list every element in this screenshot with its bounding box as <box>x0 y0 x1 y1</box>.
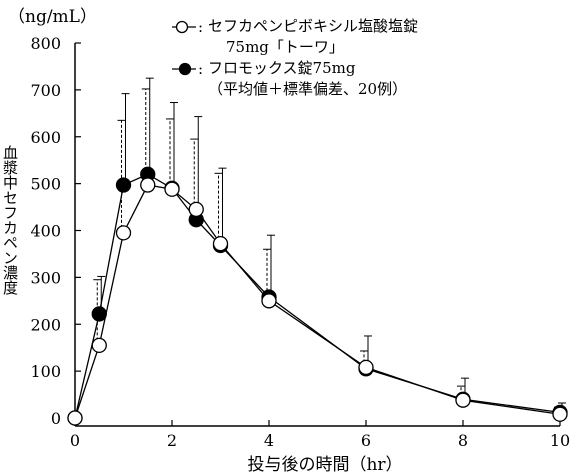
x-tick-label: 8 <box>458 431 468 450</box>
open-circle-marker <box>552 406 568 422</box>
y-axis-title: 血漿中セフカペン濃度 <box>1 145 19 295</box>
open-circle-marker <box>164 181 180 197</box>
legend-filled-circle-icon: : <box>172 60 203 78</box>
open-circle-marker <box>115 225 132 241</box>
x-tick-label: 4 <box>264 431 274 450</box>
open-circle-marker <box>261 293 277 309</box>
series-line <box>74 173 561 419</box>
y-tick-label: 300 <box>30 268 61 287</box>
legend-label-series-2: フロモックス錠75mg <box>208 59 356 77</box>
series-lines <box>74 173 561 419</box>
x-axis-title: 投与後の時間（hr） <box>247 455 402 473</box>
y-tick-label: 800 <box>30 34 61 53</box>
open-circle-marker <box>358 359 374 376</box>
x-tick-label: 2 <box>167 431 177 450</box>
legend-open-circle-icon: : <box>172 18 203 36</box>
y-tick-label: 500 <box>30 175 61 194</box>
series-line <box>74 184 561 419</box>
legend-entry-series-1: : セフカペンピボキシル塩酸塩錠 <box>172 16 418 37</box>
legend-label-series-1: セフカペンピボキシル塩酸塩錠 <box>208 17 419 35</box>
axes: 0 100 200 300 400 500 600 700 800 0 2 4 6 8 10 <box>30 34 570 450</box>
svg-text::: : <box>198 18 203 36</box>
y-tick-label: 100 <box>30 362 61 381</box>
open-circle-marker <box>140 177 156 193</box>
open-circle-marker <box>212 235 229 252</box>
legend-label-series-1-line2: 75mg「トーワ」 <box>226 38 344 56</box>
y-tick-label: 0 <box>51 409 61 428</box>
y-tick-label: 400 <box>30 222 61 241</box>
legend: : セフカペンピボキシル塩酸塩錠 75mg「トーワ」 : フロモックス錠75mg… <box>172 16 418 100</box>
filled-circle-marker <box>91 306 107 322</box>
open-circle-marker <box>455 392 471 408</box>
open-circle-marker <box>67 410 83 426</box>
y-tick-label: 600 <box>30 128 61 147</box>
x-tick-label: 10 <box>550 431 570 450</box>
open-circle-marker <box>188 201 204 218</box>
y-tick-label: 700 <box>30 81 61 100</box>
x-tick-label: 6 <box>361 431 371 450</box>
open-circle-marker <box>91 337 107 353</box>
svg-text::: : <box>198 60 203 78</box>
y-tick-label: 200 <box>30 315 61 334</box>
filled-circle-marker <box>115 177 132 193</box>
x-tick-label: 0 <box>70 431 80 450</box>
legend-entry-series-2: : フロモックス錠75mg <box>172 58 407 79</box>
y-unit-label: （ng/mL） <box>8 7 97 27</box>
legend-note: （平均値＋標準偏差、20例） <box>208 80 408 98</box>
error-bars <box>93 77 566 415</box>
data-points <box>67 166 568 426</box>
